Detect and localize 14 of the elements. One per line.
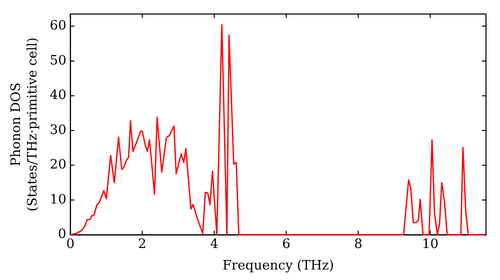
x-axis-title: Frequency (THz) bbox=[222, 258, 334, 274]
y-axis-title: Phonon DOS (States/THz·primitive cell) bbox=[8, 37, 41, 212]
y-tick-label: 60 bbox=[50, 18, 66, 34]
y-tick-label: 50 bbox=[50, 53, 66, 68]
x-tick-label: 2 bbox=[138, 236, 146, 252]
y-tick-label: 10 bbox=[50, 192, 66, 208]
x-tick-label: 4 bbox=[210, 236, 218, 252]
x-tick-label: 6 bbox=[282, 236, 290, 252]
x-tick-label: 8 bbox=[354, 236, 362, 252]
x-tick-label: 10 bbox=[422, 236, 438, 252]
y-tick-label: 40 bbox=[50, 88, 66, 104]
y-tick-label: 20 bbox=[50, 158, 66, 173]
y-tick-label: 0 bbox=[58, 227, 66, 242]
y-tick-label: 30 bbox=[50, 122, 66, 138]
